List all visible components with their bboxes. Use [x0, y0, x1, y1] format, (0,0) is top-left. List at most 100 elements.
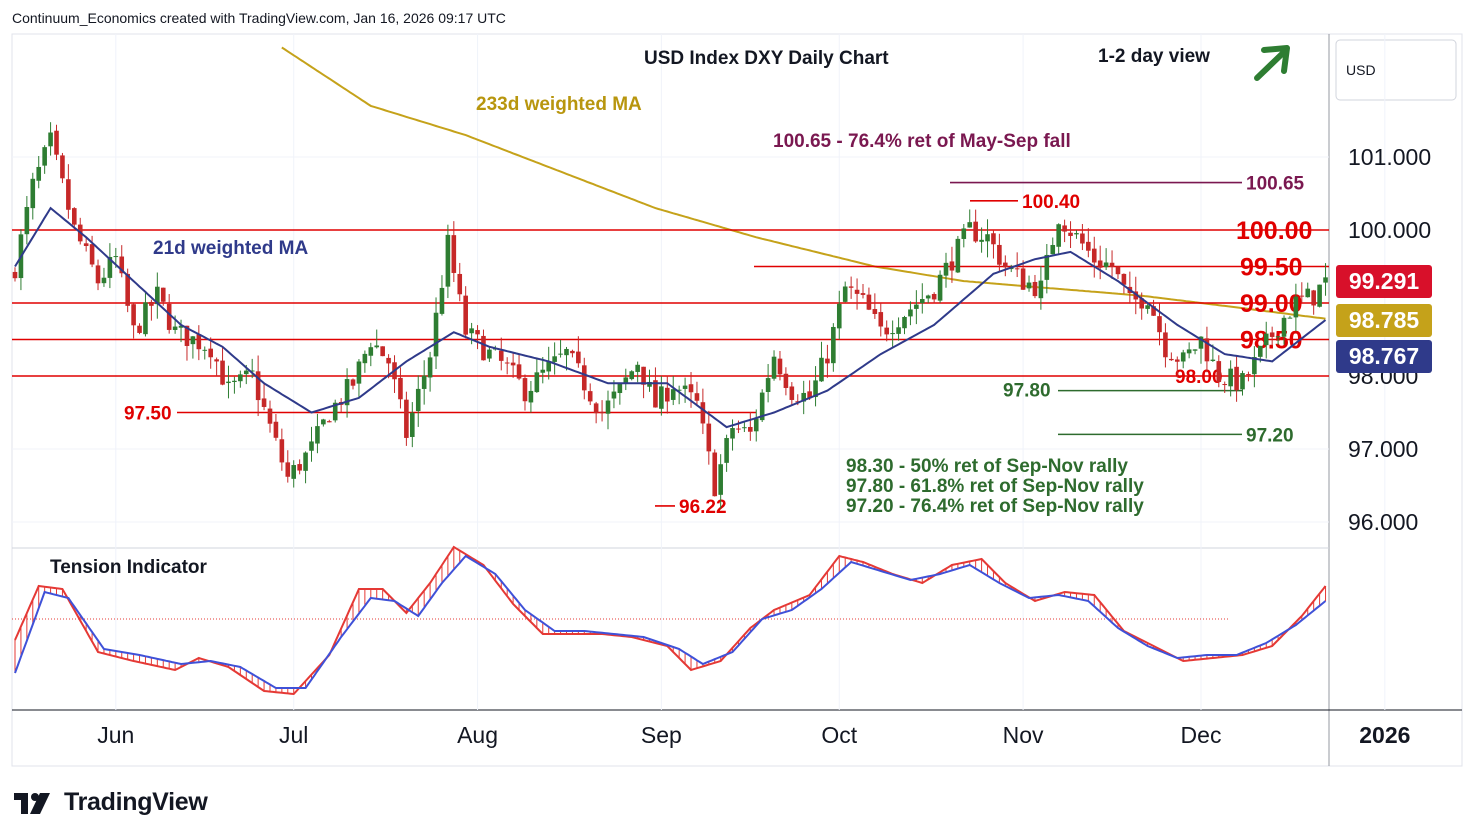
- candle-body: [955, 238, 961, 273]
- candle: [558, 339, 563, 358]
- candle: [949, 246, 955, 283]
- candle: [700, 388, 706, 435]
- candle-body: [1086, 241, 1091, 251]
- candle-body: [137, 325, 142, 333]
- candle-body: [1198, 336, 1204, 349]
- candle-body: [255, 371, 261, 401]
- candle: [1228, 360, 1233, 397]
- candle: [997, 233, 1002, 272]
- candle: [1133, 276, 1139, 315]
- candle-body: [943, 262, 949, 276]
- candle: [629, 370, 635, 381]
- candle-body: [1151, 306, 1156, 316]
- candle: [24, 196, 30, 245]
- candle: [1062, 219, 1067, 243]
- candle: [214, 357, 219, 377]
- tradingview-logo[interactable]: TradingView: [14, 788, 208, 817]
- candle-body: [759, 392, 765, 421]
- candle: [1293, 283, 1299, 332]
- candle: [1074, 230, 1079, 239]
- candle: [119, 245, 125, 278]
- candle: [267, 400, 273, 433]
- candle: [498, 337, 504, 371]
- candle-body: [712, 452, 718, 497]
- candle-body: [433, 312, 439, 357]
- candle-body: [1216, 361, 1222, 382]
- x-tick-label: Aug: [457, 722, 498, 748]
- candle-body: [914, 304, 919, 309]
- candle-body: [546, 361, 551, 372]
- candle: [1169, 352, 1174, 361]
- candle-body: [1074, 233, 1079, 235]
- candle: [552, 342, 557, 375]
- candle: [232, 376, 237, 394]
- candle: [362, 350, 368, 373]
- candle-body: [190, 336, 196, 345]
- candle: [1198, 336, 1204, 364]
- candle-body: [101, 277, 107, 284]
- candle: [593, 401, 599, 424]
- candle-body: [878, 312, 884, 327]
- candle-body: [1228, 368, 1233, 387]
- candle-body: [854, 289, 860, 294]
- candle: [457, 262, 463, 302]
- retracement-note-1: 98.30 - 50% ret of Sep-Nov rally: [846, 456, 1128, 477]
- candle-body: [1109, 262, 1115, 267]
- candle-body: [1180, 352, 1186, 362]
- candle-body: [676, 389, 682, 391]
- candle-body: [445, 234, 451, 287]
- level-label: 96.22: [679, 497, 727, 518]
- candle-body: [973, 221, 978, 242]
- candle-body: [1240, 373, 1245, 390]
- candle-body: [1050, 244, 1056, 255]
- candle-body: [902, 316, 907, 329]
- candle: [955, 235, 961, 274]
- candle-body: [997, 244, 1002, 265]
- currency-box: [1335, 39, 1457, 101]
- candle-body: [332, 402, 338, 421]
- candle-body: [208, 348, 213, 358]
- candle: [647, 369, 652, 392]
- candle-body: [1003, 262, 1008, 268]
- candle-body: [291, 465, 297, 479]
- candle: [884, 320, 890, 342]
- candle: [866, 287, 872, 311]
- candle-body: [149, 301, 154, 306]
- candle-body: [706, 423, 712, 452]
- candle-body: [451, 235, 457, 273]
- candle: [540, 357, 546, 384]
- candle: [1240, 370, 1245, 396]
- candle: [1186, 342, 1192, 359]
- candle: [190, 335, 196, 359]
- candle: [48, 122, 53, 156]
- candle-body: [54, 130, 59, 155]
- candle-body: [979, 239, 984, 242]
- candle: [931, 292, 937, 304]
- candle: [1121, 273, 1127, 294]
- candle-body: [475, 330, 480, 335]
- candle: [718, 454, 723, 509]
- candle-body: [718, 464, 723, 495]
- candle: [12, 267, 18, 282]
- candle-body: [931, 294, 937, 300]
- candle: [463, 286, 468, 339]
- candle-body: [1263, 333, 1269, 346]
- price-badge-ma21: 98.767: [1336, 340, 1432, 373]
- candle: [682, 377, 688, 403]
- candle-body: [949, 261, 955, 271]
- x-tick-label: Nov: [1003, 722, 1044, 748]
- candle: [653, 367, 658, 408]
- candle: [1323, 263, 1328, 296]
- level-label: 99.50: [1240, 254, 1303, 282]
- candle: [724, 434, 729, 472]
- candle: [1311, 289, 1316, 315]
- price-badge-ma233: 98.785: [1336, 304, 1432, 337]
- candle: [1139, 292, 1144, 320]
- candle-body: [593, 403, 599, 414]
- candle: [439, 275, 445, 316]
- candle: [202, 346, 208, 360]
- candle-body: [813, 380, 818, 398]
- candle: [344, 368, 350, 418]
- candle-body: [415, 388, 421, 412]
